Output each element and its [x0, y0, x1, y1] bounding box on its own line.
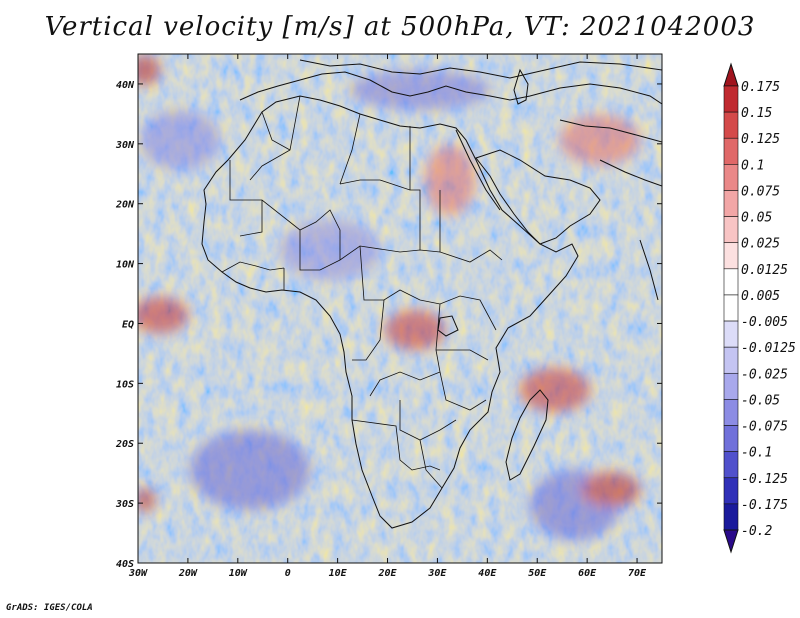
colorbar-label: -0.125: [741, 472, 788, 487]
colorbar-max-arrow: [723, 62, 739, 87]
lon-tick-label: 70E: [628, 568, 647, 579]
colorbar-label: 0.0125: [741, 263, 788, 278]
latitude-axis: 40N 30N 20N 10N EQ 10S 20S 30S 40S: [115, 80, 662, 570]
lat-tick-label: 10S: [116, 379, 134, 390]
lon-tick-label: 40E: [478, 568, 497, 579]
colorbar-segment: [723, 503, 739, 531]
colorbar-label: 0.1: [741, 158, 764, 173]
colorbar-label: -0.05: [741, 393, 780, 408]
colorbar-label: 0.05: [741, 211, 772, 226]
vertical-velocity-field: [138, 54, 662, 563]
colorbar-segment: [723, 216, 739, 244]
lon-tick-label: 20E: [377, 568, 397, 579]
colorbar-segment: [723, 294, 739, 322]
colorbar-segment: [723, 399, 739, 426]
lon-tick-label: 10W: [229, 568, 248, 579]
lon-tick-label: 50E: [528, 568, 547, 579]
colorbar-segment: [723, 85, 739, 113]
colorbar-label: -0.005: [741, 315, 788, 330]
colorbar-label: 0.075: [741, 184, 780, 199]
lat-tick-label: 30N: [115, 140, 135, 151]
lon-tick-label: 20W: [178, 568, 198, 579]
colorbar-label: 0.175: [741, 80, 780, 95]
colorbar-label: 0.005: [741, 289, 780, 304]
lat-tick-label: 20N: [115, 200, 135, 211]
colorbar-segment: [723, 137, 739, 165]
lat-tick-label: EQ: [122, 319, 134, 330]
map-frame: [137, 53, 663, 564]
longitude-axis: 30W 20W 10W 0 10E 20E 30E 40E 50E 60E 70E: [128, 54, 647, 579]
colorbar-segment: [723, 268, 739, 296]
colorbar-label: 0.125: [741, 132, 780, 147]
colorbar-label: -0.175: [741, 498, 788, 513]
colorbar-label: 0.025: [741, 237, 780, 252]
colorbar-segment: [723, 346, 739, 374]
country-borders: [221, 95, 503, 489]
lon-tick-label: 0: [285, 568, 291, 579]
footer-credit: GrADS: IGES/COLA: [6, 603, 93, 613]
coastline-outlines: [201, 59, 662, 529]
lon-tick-label: 30W: [128, 568, 148, 579]
lon-tick-label: 10E: [329, 568, 348, 579]
map-title: Vertical velocity [m/s] at 500hPa, VT: 2…: [44, 12, 756, 42]
lat-tick-label: 10N: [116, 260, 135, 271]
colorbar-label: -0.0125: [741, 341, 796, 356]
colorbar-segment: [723, 425, 739, 452]
lon-tick-label: 60E: [578, 568, 597, 579]
colorbar-segment: [723, 372, 739, 400]
colorbar-label: 0.15: [741, 106, 772, 121]
colorbar-label: -0.025: [741, 367, 788, 382]
colorbar-segment: [723, 451, 739, 479]
colorbar-label: -0.075: [741, 420, 788, 435]
lat-tick-label: 40N: [116, 80, 135, 91]
colorbar-segment: [723, 111, 739, 139]
colorbar-segment: [723, 164, 739, 191]
lat-tick-label: 30S: [115, 499, 134, 510]
colorbar-label: -0.2: [741, 524, 772, 539]
lat-tick-label: 40S: [116, 559, 134, 570]
colorbar-segment: [723, 242, 739, 270]
colorbar-segment: [723, 190, 739, 217]
lat-tick-label: 20S: [115, 439, 134, 450]
colorbar-min-arrow: [723, 529, 739, 554]
colorbar-segment: [723, 320, 739, 348]
colorbar: 0.175 0.15 0.125 0.1 0.075 0.05 0.025 0.0125 0.0…: [723, 62, 796, 554]
colorbar-segment: [723, 477, 739, 505]
colorbar-label: -0.1: [741, 446, 772, 461]
lon-tick-label: 30E: [427, 568, 447, 579]
